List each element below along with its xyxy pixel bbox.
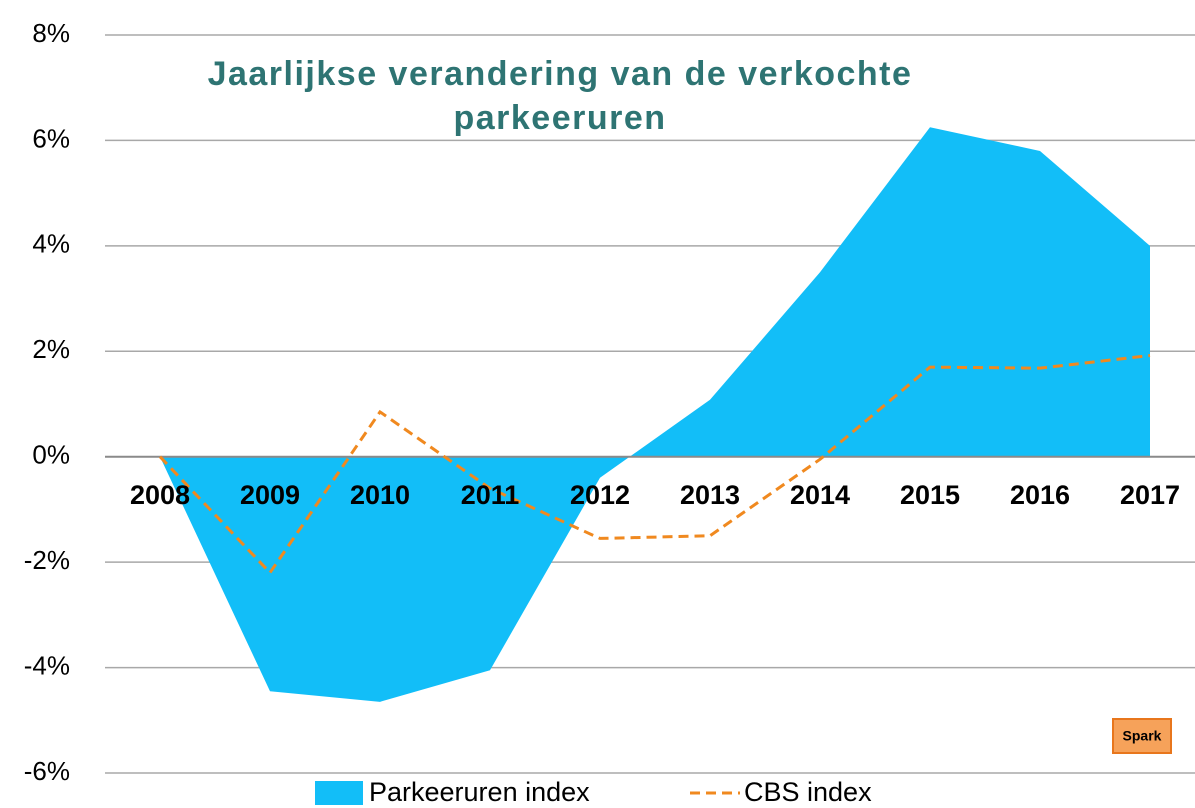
y-tick-label: -6% bbox=[24, 756, 70, 786]
y-tick-label: 6% bbox=[32, 123, 70, 153]
x-tick-label: 2009 bbox=[240, 480, 300, 510]
logo: Spark bbox=[1112, 718, 1172, 754]
y-tick-label: 0% bbox=[32, 440, 70, 470]
legend-label: CBS index bbox=[744, 777, 872, 807]
chart-title: Jaarlijkse verandering van de verkochte … bbox=[207, 55, 913, 137]
x-tick-label: 2017 bbox=[1120, 480, 1180, 510]
x-tick-label: 2011 bbox=[461, 480, 520, 510]
y-tick-label: -4% bbox=[24, 650, 70, 680]
line bbox=[158, 354, 1151, 576]
legend-label: Parkeeruren index bbox=[369, 777, 590, 807]
logo-text: Spark bbox=[1123, 728, 1162, 744]
y-tick-label: 2% bbox=[32, 334, 70, 364]
x-tick-label: 2014 bbox=[790, 480, 850, 510]
legend-item: Parkeeruren index bbox=[315, 777, 590, 807]
x-tick-label: 2016 bbox=[1010, 480, 1070, 510]
x-tick-label: 2010 bbox=[350, 480, 410, 510]
y-tick-label: 4% bbox=[32, 229, 70, 259]
x-tick-label: 2015 bbox=[900, 480, 960, 510]
legend-swatch bbox=[315, 781, 363, 805]
area bbox=[160, 127, 1150, 702]
x-tick-label: 2008 bbox=[130, 480, 190, 510]
logo-box bbox=[1112, 718, 1172, 754]
y-tick-label: -2% bbox=[24, 545, 70, 575]
x-tick-label: 2013 bbox=[680, 480, 740, 510]
x-tick-label: 2012 bbox=[570, 480, 630, 510]
y-tick-label: 8% bbox=[32, 18, 70, 48]
legend-item: CBS index bbox=[690, 777, 872, 807]
